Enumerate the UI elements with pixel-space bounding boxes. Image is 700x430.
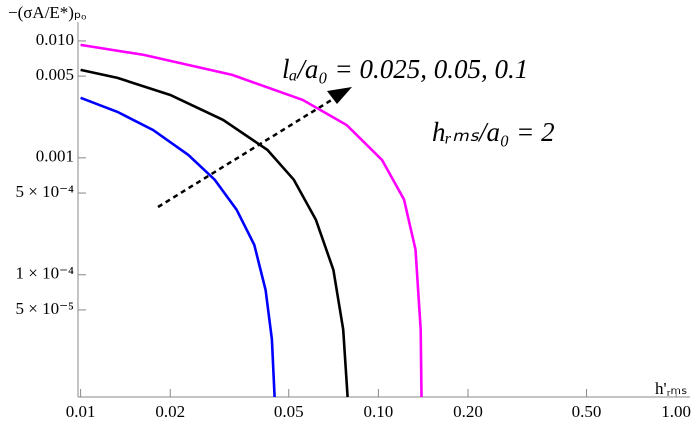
annotation: hᵣₘₛ/a₀ = 2 [432,117,555,147]
series-line [80,68,349,398]
y-axis-label: −(σA/E*)ₚₒ [8,3,86,22]
x-tick-label: 0.05 [274,402,304,421]
y-tick-label: 0.001 [36,147,74,166]
x-tick-label: 0.01 [66,402,96,421]
y-tick-label: 0.005 [36,65,74,84]
y-tick-label: 5 × 10⁻⁴ [16,182,75,201]
arrow-head [327,87,352,104]
series-line [80,96,276,398]
x-tick-label: 1.00 [661,402,691,421]
series-line [80,43,423,398]
x-tick-label: 0.02 [155,402,185,421]
annotation: lₐ/a₀ = 0.025, 0.05, 0.1 [282,54,528,84]
y-tick-label: 1 × 10⁻⁴ [16,264,75,283]
x-tick-label: 0.10 [364,402,394,421]
y-tick-label: 5 × 10⁻⁵ [16,299,75,318]
y-tick-label: 0.010 [36,30,74,49]
x-tick-label: 0.50 [572,402,602,421]
x-tick-label: 0.20 [453,402,483,421]
x-axis-label: h'ᵣₘₛ [655,379,687,398]
